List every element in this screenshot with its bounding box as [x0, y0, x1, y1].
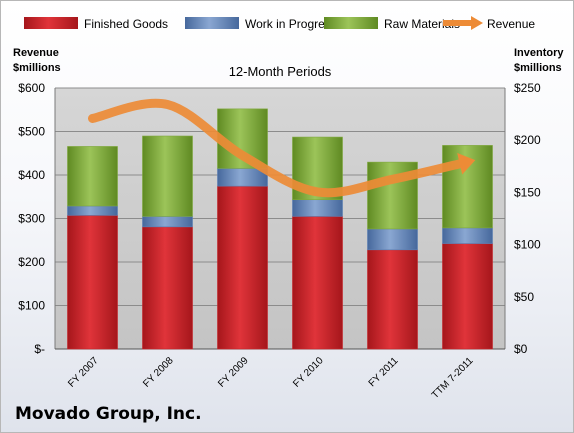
x-tick-label: FY 2007 — [66, 355, 101, 390]
legend-finished-goods-swatch — [24, 17, 78, 29]
legend-work-in-progress-swatch — [185, 17, 239, 29]
bar-finished-goods — [367, 249, 418, 350]
left-tick-label: $500 — [18, 125, 45, 139]
legend: Finished Goods Work in Progress Raw Mate… — [24, 16, 535, 31]
left-axis-title-line1: Revenue — [13, 47, 59, 59]
revenue-arrowhead — [457, 153, 476, 175]
legend-raw-materials: Raw Materials — [384, 17, 460, 31]
right-tick-label: $100 — [514, 238, 541, 252]
revenue-line — [88, 98, 472, 198]
left-tick-label: $200 — [18, 255, 45, 269]
legend-finished-goods: Finished Goods — [84, 17, 168, 31]
legend-work-in-progress: Work in Progress — [245, 17, 337, 31]
x-tick-label: FY 2008 — [141, 355, 176, 390]
right-axis-title-line2: $millions — [514, 62, 562, 74]
right-tick-label: $200 — [514, 133, 541, 147]
left-tick-label: $600 — [18, 81, 45, 95]
chart-title: 12-Month Periods — [229, 64, 332, 79]
left-tick-label: $- — [34, 342, 45, 356]
right-tick-label: $50 — [514, 290, 534, 304]
x-tick-label: TTM 7-2011 — [430, 355, 476, 401]
bar-work-in-progress — [442, 227, 493, 244]
bar-finished-goods — [142, 226, 193, 350]
left-axis-title-line2: $millions — [13, 62, 61, 74]
right-tick-label: $0 — [514, 342, 528, 356]
bar-work-in-progress — [367, 228, 418, 251]
right-axis-title-line1: Inventory — [514, 47, 564, 59]
left-tick-label: $300 — [18, 212, 45, 226]
plot-area: $- $100 $200 $300 $400 $500 $600 $0 $50 $100 $150 $… — [18, 81, 541, 401]
legend-revenue-arrow-icon — [471, 16, 483, 30]
legend-raw-materials-swatch — [324, 17, 378, 29]
x-tick-label: FY 2010 — [291, 355, 326, 390]
x-tick-label: FY 2009 — [216, 355, 251, 390]
right-tick-label: $250 — [514, 81, 541, 95]
bar-finished-goods — [442, 243, 493, 350]
bar-work-in-progress — [67, 205, 118, 216]
bar-raw-materials — [142, 135, 193, 217]
bar-raw-materials — [67, 146, 118, 207]
bar-work-in-progress — [292, 199, 343, 217]
right-tick-label: $150 — [514, 185, 541, 199]
bar-finished-goods — [292, 216, 343, 350]
bar-work-in-progress — [142, 216, 193, 228]
x-tick-label: FY 2011 — [367, 355, 401, 389]
legend-revenue: Revenue — [487, 17, 535, 31]
left-tick-label: $400 — [18, 168, 45, 182]
bar-finished-goods — [67, 215, 118, 350]
left-tick-label: $100 — [18, 299, 45, 313]
bar-finished-goods — [217, 185, 268, 350]
company-name: Movado Group, Inc. — [15, 404, 202, 424]
